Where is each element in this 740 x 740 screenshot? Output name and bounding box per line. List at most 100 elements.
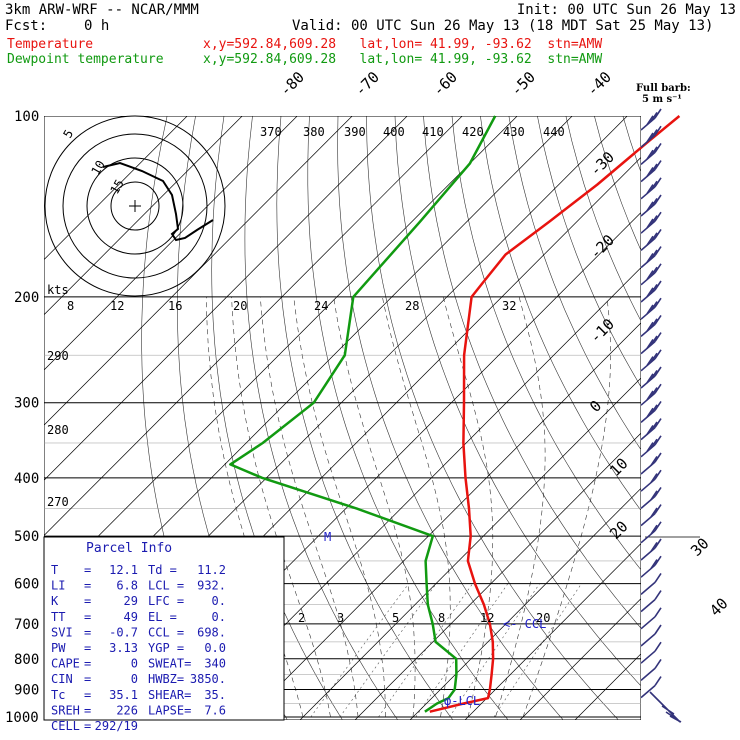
wind-barb — [640, 314, 662, 338]
wind-barb — [640, 521, 662, 544]
barb-flag — [654, 142, 662, 153]
parcel-param-eq: = — [84, 657, 91, 671]
barb-flag — [654, 469, 662, 480]
barb-flag — [646, 201, 654, 212]
barb-flag — [646, 304, 654, 315]
dry-adiabat — [622, 116, 641, 174]
barb-flag — [650, 438, 658, 449]
pressure-label: 700 — [14, 617, 39, 633]
parcel-param-name: CCL = — [148, 625, 184, 639]
theta-e-label: 380 — [303, 125, 325, 139]
barb-flag — [650, 249, 658, 260]
isotherm — [464, 542, 641, 720]
wind-barb — [640, 332, 662, 355]
barb-flag — [650, 111, 658, 122]
parcel-param-value: -0.7 — [109, 625, 138, 639]
barb-flag — [650, 490, 658, 501]
parcel-info-panel: Parcel Info T = 12.1 Td = 11.2 LI = 6.8 LCL = 932.… — [43, 536, 285, 733]
hodograph-kts-label: kts — [47, 283, 69, 297]
parcel-param-eq: = — [84, 579, 91, 593]
barb-flag — [646, 218, 654, 229]
wind-barb — [640, 572, 662, 596]
parcel-param-name: TT — [51, 610, 65, 624]
parcel-param-eq: = — [84, 703, 91, 717]
wind-barb — [640, 160, 662, 183]
barb-flag — [654, 246, 662, 257]
mixing-ratio-line — [339, 583, 437, 718]
wind-barb — [640, 297, 662, 320]
parcel-param-name: SREH — [51, 703, 80, 717]
barb-flag — [646, 338, 654, 349]
hodograph-ring — [62, 133, 208, 279]
temperature-line — [429, 115, 681, 713]
barb-flag — [650, 215, 658, 226]
barb-flag — [654, 160, 662, 171]
barb-flag — [650, 301, 658, 312]
parcel-param-value: 35. — [204, 688, 226, 702]
hodograph-speed-tick: 28 — [405, 299, 419, 313]
parcel-param-name: K — [51, 594, 59, 608]
wind-barb — [640, 641, 662, 664]
mixing-ratio-line — [493, 583, 582, 718]
parcel-param-name: SVI — [51, 625, 73, 639]
barb-flag — [654, 658, 662, 669]
theta-label: 280 — [47, 423, 69, 437]
barb-flag — [654, 125, 662, 136]
mixing-ratio-label: 2 — [298, 611, 305, 625]
wind-barb — [640, 263, 662, 286]
isotherm-label: -20 — [586, 231, 618, 263]
wind-barb — [640, 418, 662, 441]
dry-adiabat — [680, 116, 740, 730]
barb-flag — [646, 115, 654, 126]
theta-e-label: 440 — [543, 125, 565, 139]
isotherm-label: -60 — [429, 68, 461, 100]
isotherm-label: -80 — [276, 68, 308, 100]
barb-flag — [654, 435, 662, 446]
wind-barb — [640, 486, 662, 510]
barb-flag — [654, 177, 662, 188]
barb-flag — [650, 421, 658, 432]
barb-flag — [654, 538, 662, 549]
barb-flag — [654, 486, 662, 497]
legend-dewpoint-info: x,y=592.84,609.28 lat,lon= 41.99, -93.62… — [203, 52, 603, 67]
barb-flag — [654, 349, 662, 360]
mixing-ratio-label: 20 — [536, 611, 550, 625]
parcel-param-name: SHEAR= — [148, 688, 191, 702]
isotherm-label: -40 — [583, 68, 615, 100]
isotherm — [244, 322, 641, 720]
parcel-param-value: 6.8 — [116, 579, 138, 593]
barb-flag — [650, 473, 658, 484]
dry-adiabat — [423, 116, 641, 629]
pressure-label: 400 — [14, 471, 39, 487]
barb-flag — [650, 524, 658, 535]
barb-flag — [650, 129, 658, 140]
parcel-param-name: YGP = — [148, 641, 184, 655]
barb-staff — [640, 616, 656, 630]
isotherm — [354, 432, 641, 720]
theta-label: 270 — [47, 495, 69, 509]
parcel-param-eq: = — [84, 563, 91, 577]
wind-barb — [640, 435, 662, 458]
barb-flag — [646, 235, 654, 246]
parcel-param-value: 0 — [131, 657, 138, 671]
dewpoint-line — [229, 115, 497, 713]
parcel-param-name: Tc — [51, 688, 65, 702]
barb-flag — [646, 287, 654, 298]
wind-barb — [640, 676, 662, 699]
parcel-param-value: 29 — [124, 594, 138, 608]
parcel-param-value: 0. — [212, 610, 226, 624]
dry-adiabat — [394, 116, 641, 687]
theta-e-label: 430 — [503, 125, 525, 139]
barb-flag — [650, 283, 658, 294]
wind-barb — [640, 142, 662, 166]
barb-flag — [654, 366, 662, 377]
parcel-param-value: 0.0 — [204, 641, 226, 655]
forecast-label: Fcst: — [5, 18, 48, 34]
barb-flag — [654, 332, 662, 343]
wind-barb — [640, 228, 662, 252]
wind-barb — [640, 400, 662, 424]
mixing-ratio-line — [310, 583, 409, 718]
pressure-label: 200 — [14, 290, 39, 306]
parcel-param-eq: = — [84, 719, 91, 733]
barb-flag — [654, 572, 662, 583]
